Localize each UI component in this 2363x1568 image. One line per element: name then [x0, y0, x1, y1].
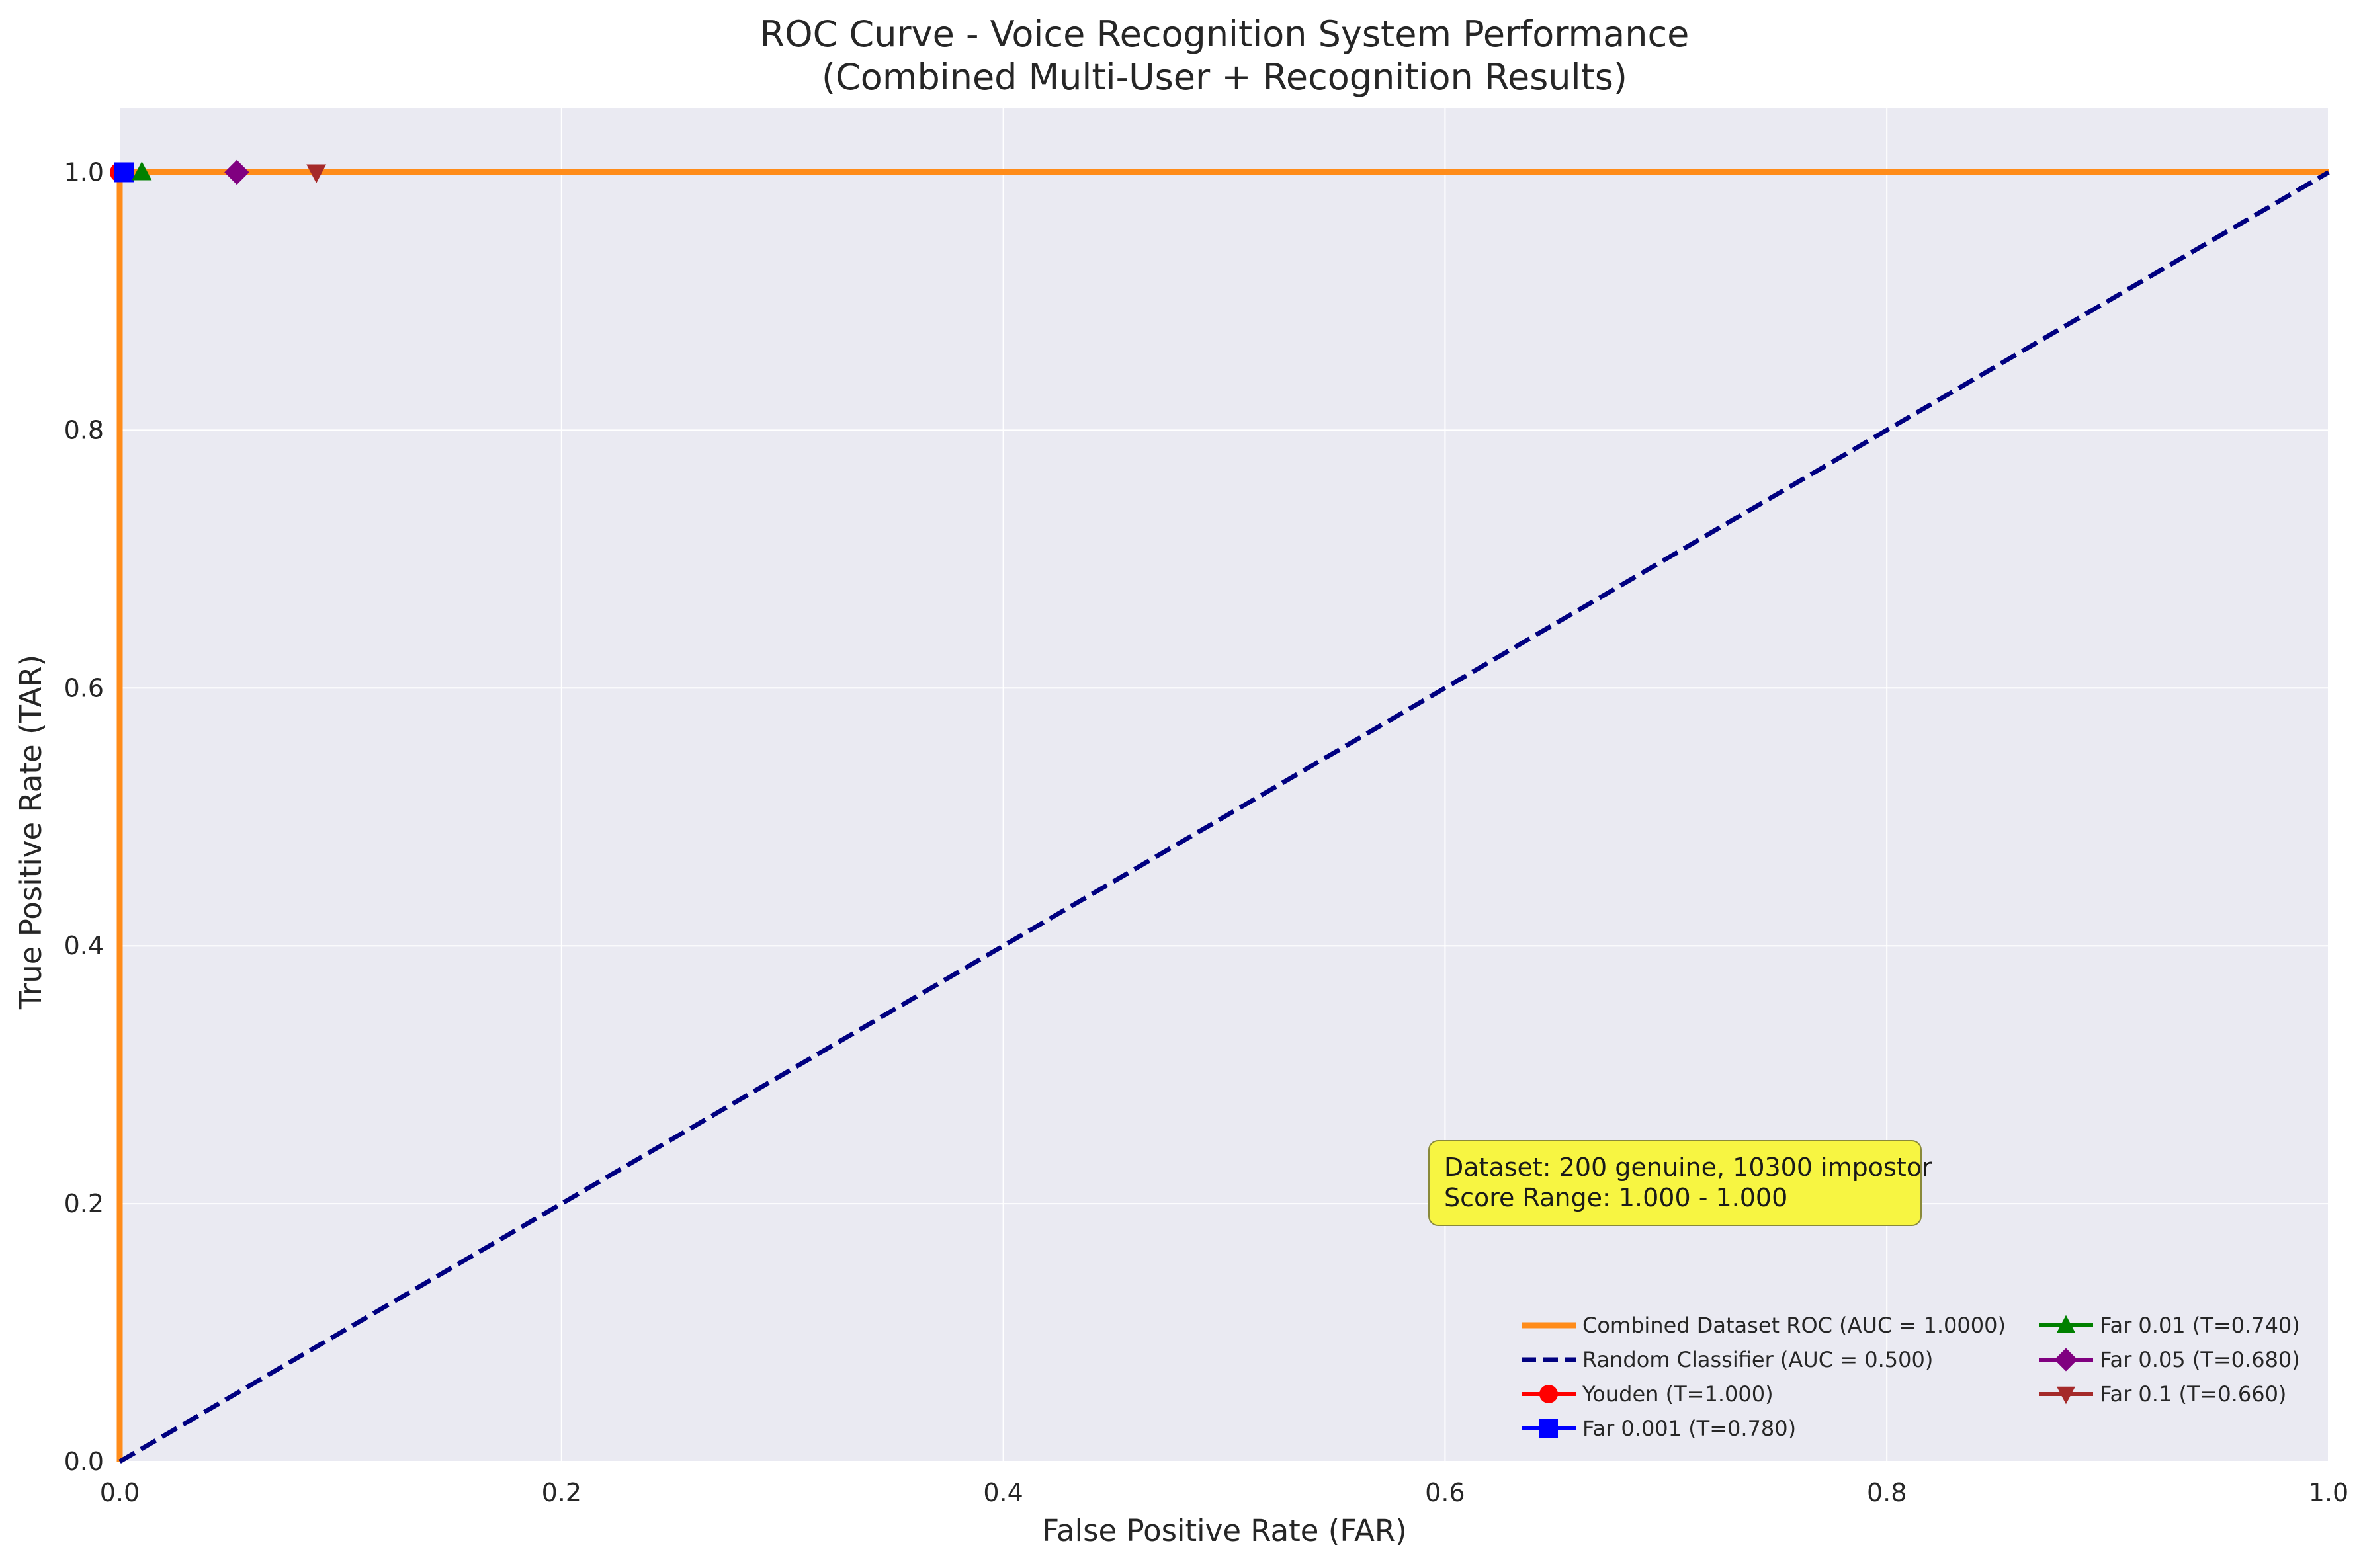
- chart-title: ROC Curve - Voice Recognition System Per…: [760, 13, 1690, 55]
- y-tick-label: 0.2: [64, 1189, 104, 1218]
- y-tick-label: 0.8: [64, 415, 104, 444]
- legend-marker-swatch: [2054, 1348, 2078, 1372]
- x-axis-label: False Positive Rate (FAR): [1042, 1513, 1406, 1548]
- random-classifier-line: [118, 170, 2330, 1464]
- y-tick-label: 0.4: [64, 931, 104, 960]
- x-tick-labels: 0.0 0.2 0.4 0.6 0.8 1.0: [100, 1478, 2348, 1507]
- legend-item: Far 0.1 (T=0.660): [2039, 1382, 2286, 1407]
- y-tick-labels: 0.0 0.2 0.4 0.6 0.8 1.0: [64, 157, 104, 1476]
- y-tick-label: 0.0: [64, 1447, 104, 1476]
- legend-marker-swatch: [2057, 1386, 2075, 1405]
- x-tick-label: 0.4: [983, 1478, 1023, 1507]
- legend-marker-swatch: [1539, 1385, 1558, 1403]
- x-tick-label: 0.8: [1867, 1478, 1907, 1507]
- y-axis-label: True Positive Rate (TAR): [13, 655, 48, 1010]
- legend-item: Far 0.05 (T=0.680): [2039, 1347, 2300, 1372]
- annotation-background: [1428, 1140, 1922, 1226]
- legend-marker-swatch: [2057, 1315, 2075, 1333]
- legend-label: Random Classifier (AUC = 0.500): [1582, 1347, 1933, 1372]
- legend-item: Combined Dataset ROC (AUC = 1.0000): [1522, 1313, 2006, 1338]
- operating-point-marker: [132, 161, 152, 181]
- legend-label: Far 0.01 (T=0.740): [2100, 1313, 2300, 1338]
- legend-label: Far 0.001 (T=0.780): [1582, 1416, 1796, 1441]
- legend-label: Combined Dataset ROC (AUC = 1.0000): [1582, 1313, 2006, 1338]
- legend-item: Far 0.001 (T=0.780): [1522, 1416, 1796, 1441]
- legend-marker-swatch: [1539, 1419, 1558, 1438]
- legend-label: Youden (T=1.000): [1582, 1382, 1774, 1407]
- operating-point-marker: [306, 164, 327, 183]
- x-tick-label: 0.2: [542, 1478, 581, 1507]
- operating-point-marker: [114, 162, 134, 183]
- legend: Combined Dataset ROC (AUC = 1.0000) Rando…: [1522, 1313, 2300, 1441]
- plot-area: [120, 108, 2329, 1462]
- y-tick-label: 1.0: [64, 157, 104, 186]
- legend-label: Far 0.05 (T=0.680): [2100, 1347, 2300, 1372]
- legend-item: Random Classifier (AUC = 0.500): [1522, 1347, 1933, 1372]
- y-tick-label: 0.6: [64, 673, 104, 702]
- annotation-box: Dataset: 200 genuine, 10300 impostor Sco…: [1428, 1140, 1932, 1226]
- operating-point-marker: [224, 159, 249, 185]
- x-tick-label: 0.0: [100, 1478, 140, 1507]
- points-layer: [110, 159, 327, 185]
- x-tick-label: 1.0: [2309, 1478, 2348, 1507]
- annotation-line-1: Dataset: 200 genuine, 10300 impostor: [1444, 1153, 1932, 1182]
- chart-subtitle: (Combined Multi-User + Recognition Resul…: [822, 56, 1627, 98]
- grid: [119, 108, 2329, 1462]
- annotation-line-2: Score Range: 1.000 - 1.000: [1444, 1183, 1787, 1212]
- legend-label: Far 0.1 (T=0.660): [2100, 1382, 2286, 1407]
- x-tick-label: 0.6: [1425, 1478, 1465, 1507]
- legend-item: Youden (T=1.000): [1522, 1382, 1774, 1407]
- legend-item: Far 0.01 (T=0.740): [2039, 1313, 2300, 1338]
